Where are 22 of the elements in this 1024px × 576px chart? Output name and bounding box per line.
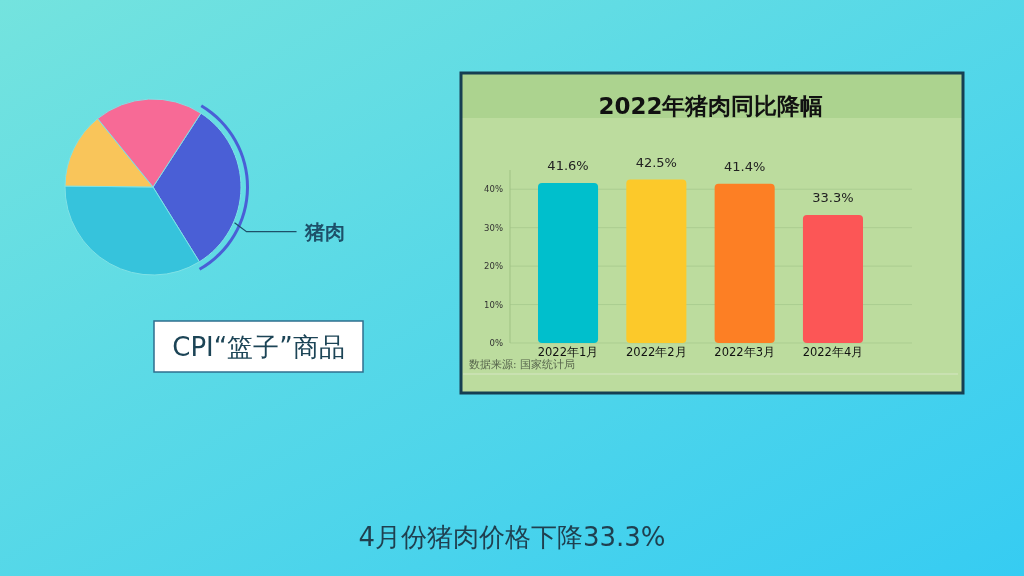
source-note: 数据来源: 国家统计局 xyxy=(469,358,575,370)
text: CPI“篮子”商品 xyxy=(172,332,345,362)
text: 4月份猪肉价格下降33.3% xyxy=(358,522,666,552)
x-tick-label: 2022年1月 xyxy=(537,345,599,359)
x-tick-label: 2022年4月 xyxy=(802,345,864,359)
y-tick-label: 30% xyxy=(484,222,503,233)
y-tick-label: 10% xyxy=(484,299,503,310)
data-label: 33.3% xyxy=(812,189,854,205)
slice-label: 猪肉 xyxy=(303,219,345,244)
y-tick-label: 20% xyxy=(484,261,503,272)
data-label: 42.5% xyxy=(635,154,677,170)
x-tick-label: 2022年3月 xyxy=(714,345,775,359)
data-label: 41.6% xyxy=(547,158,589,174)
bar xyxy=(538,183,599,343)
x-tick-label: 2022年2月 xyxy=(626,345,687,359)
chart-title: 2022年猪肉同比降幅 xyxy=(598,93,824,119)
data-label: 41.4% xyxy=(724,158,766,174)
y-tick-label: 0% xyxy=(489,338,503,348)
bar xyxy=(626,179,687,343)
y-tick-label: 40% xyxy=(484,184,503,195)
bar xyxy=(802,214,863,343)
bar xyxy=(714,183,775,343)
